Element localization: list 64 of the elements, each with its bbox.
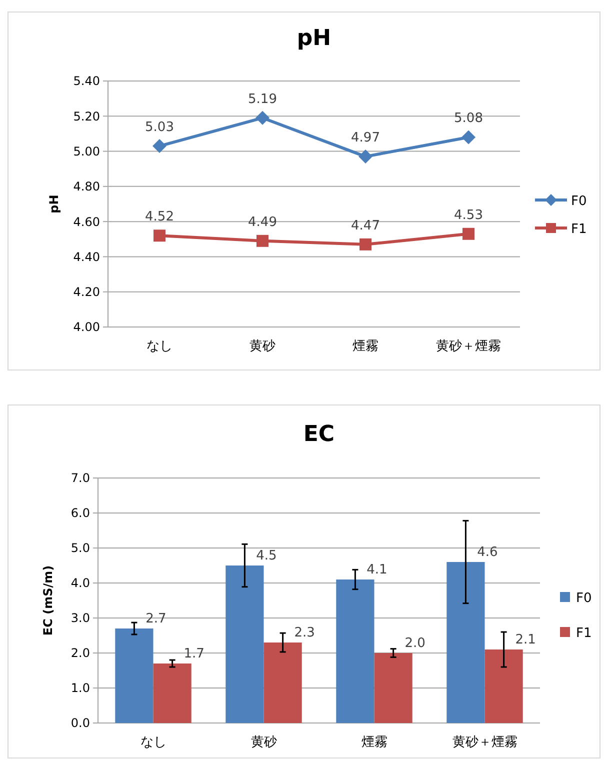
point <box>462 228 474 240</box>
data-label: 1.7 <box>184 646 204 662</box>
data-label: 2.3 <box>294 626 315 640</box>
point <box>152 139 166 154</box>
y-tick-label: 0.0 <box>70 716 90 730</box>
y-axis-title: pH <box>47 194 61 214</box>
data-label: 4.1 <box>366 562 388 578</box>
data-label: 4.5 <box>256 548 277 564</box>
x-tick-label: 黄砂＋煙霧 <box>436 339 501 354</box>
chart-title: pH <box>296 26 332 51</box>
bar <box>484 650 523 723</box>
y-tick-label: 5.0 <box>70 541 90 556</box>
y-tick-label: 4.60 <box>73 214 100 229</box>
x-tick-label: 黄砂 <box>250 339 276 354</box>
y-tick-label: 4.0 <box>70 576 90 590</box>
data-label: 5.19 <box>248 92 277 107</box>
data-label: 4.47 <box>351 218 380 234</box>
x-tick-label: 煙霧 <box>352 339 378 354</box>
y-tick-label: 3.0 <box>70 611 90 626</box>
data-label: 2.0 <box>404 636 426 651</box>
x-tick-label: なし <box>146 339 172 354</box>
data-label: 2.7 <box>146 612 166 626</box>
y-tick-label: 4.00 <box>73 320 100 334</box>
y-tick-label: 2.0 <box>70 646 90 660</box>
point <box>462 130 476 144</box>
data-label: 4.52 <box>145 210 174 225</box>
legend-label: F1 <box>571 222 587 237</box>
bar <box>115 628 154 723</box>
x-tick-label: 黄砂＋煙霧 <box>452 735 518 750</box>
point <box>154 230 166 242</box>
x-tick-label: 黄砂 <box>250 735 277 750</box>
y-tick-label: 5.00 <box>73 144 100 158</box>
point <box>256 110 270 125</box>
data-label: 5.03 <box>145 120 174 136</box>
bar <box>153 664 192 723</box>
x-tick-label: 煙霧 <box>361 735 388 750</box>
data-label: 5.08 <box>454 111 483 126</box>
legend-label: F0 <box>576 591 592 606</box>
y-tick-label: 4.80 <box>73 180 100 194</box>
legend-label: F0 <box>571 194 587 209</box>
bar <box>226 566 264 723</box>
y-tick-label: 1.0 <box>70 681 90 696</box>
y-tick-label: 5.20 <box>73 109 100 124</box>
y-axis-title: EC (mS/m) <box>41 565 55 636</box>
bar <box>374 653 412 723</box>
y-tick-label: 6.0 <box>70 506 90 520</box>
chart-title: EC <box>303 422 335 447</box>
bar <box>264 642 302 723</box>
bar <box>336 580 374 723</box>
data-label: 4.6 <box>477 545 498 560</box>
bar <box>446 562 485 723</box>
data-label: 2.1 <box>515 632 536 648</box>
y-tick-label: 7.0 <box>70 471 90 486</box>
data-label: 4.97 <box>351 130 380 146</box>
y-tick-label: 5.40 <box>73 74 100 88</box>
y-tick-label: 4.40 <box>73 250 100 264</box>
point <box>358 150 372 164</box>
data-label: 4.53 <box>454 208 483 223</box>
y-tick-label: 4.20 <box>73 285 100 300</box>
point <box>256 234 268 247</box>
point <box>360 238 372 250</box>
data-label: 4.49 <box>248 214 277 230</box>
legend-label: F1 <box>576 626 592 641</box>
x-tick-label: なし <box>140 735 166 750</box>
